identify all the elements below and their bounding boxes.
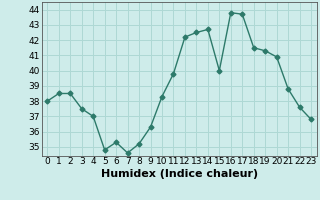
X-axis label: Humidex (Indice chaleur): Humidex (Indice chaleur) <box>100 169 258 179</box>
